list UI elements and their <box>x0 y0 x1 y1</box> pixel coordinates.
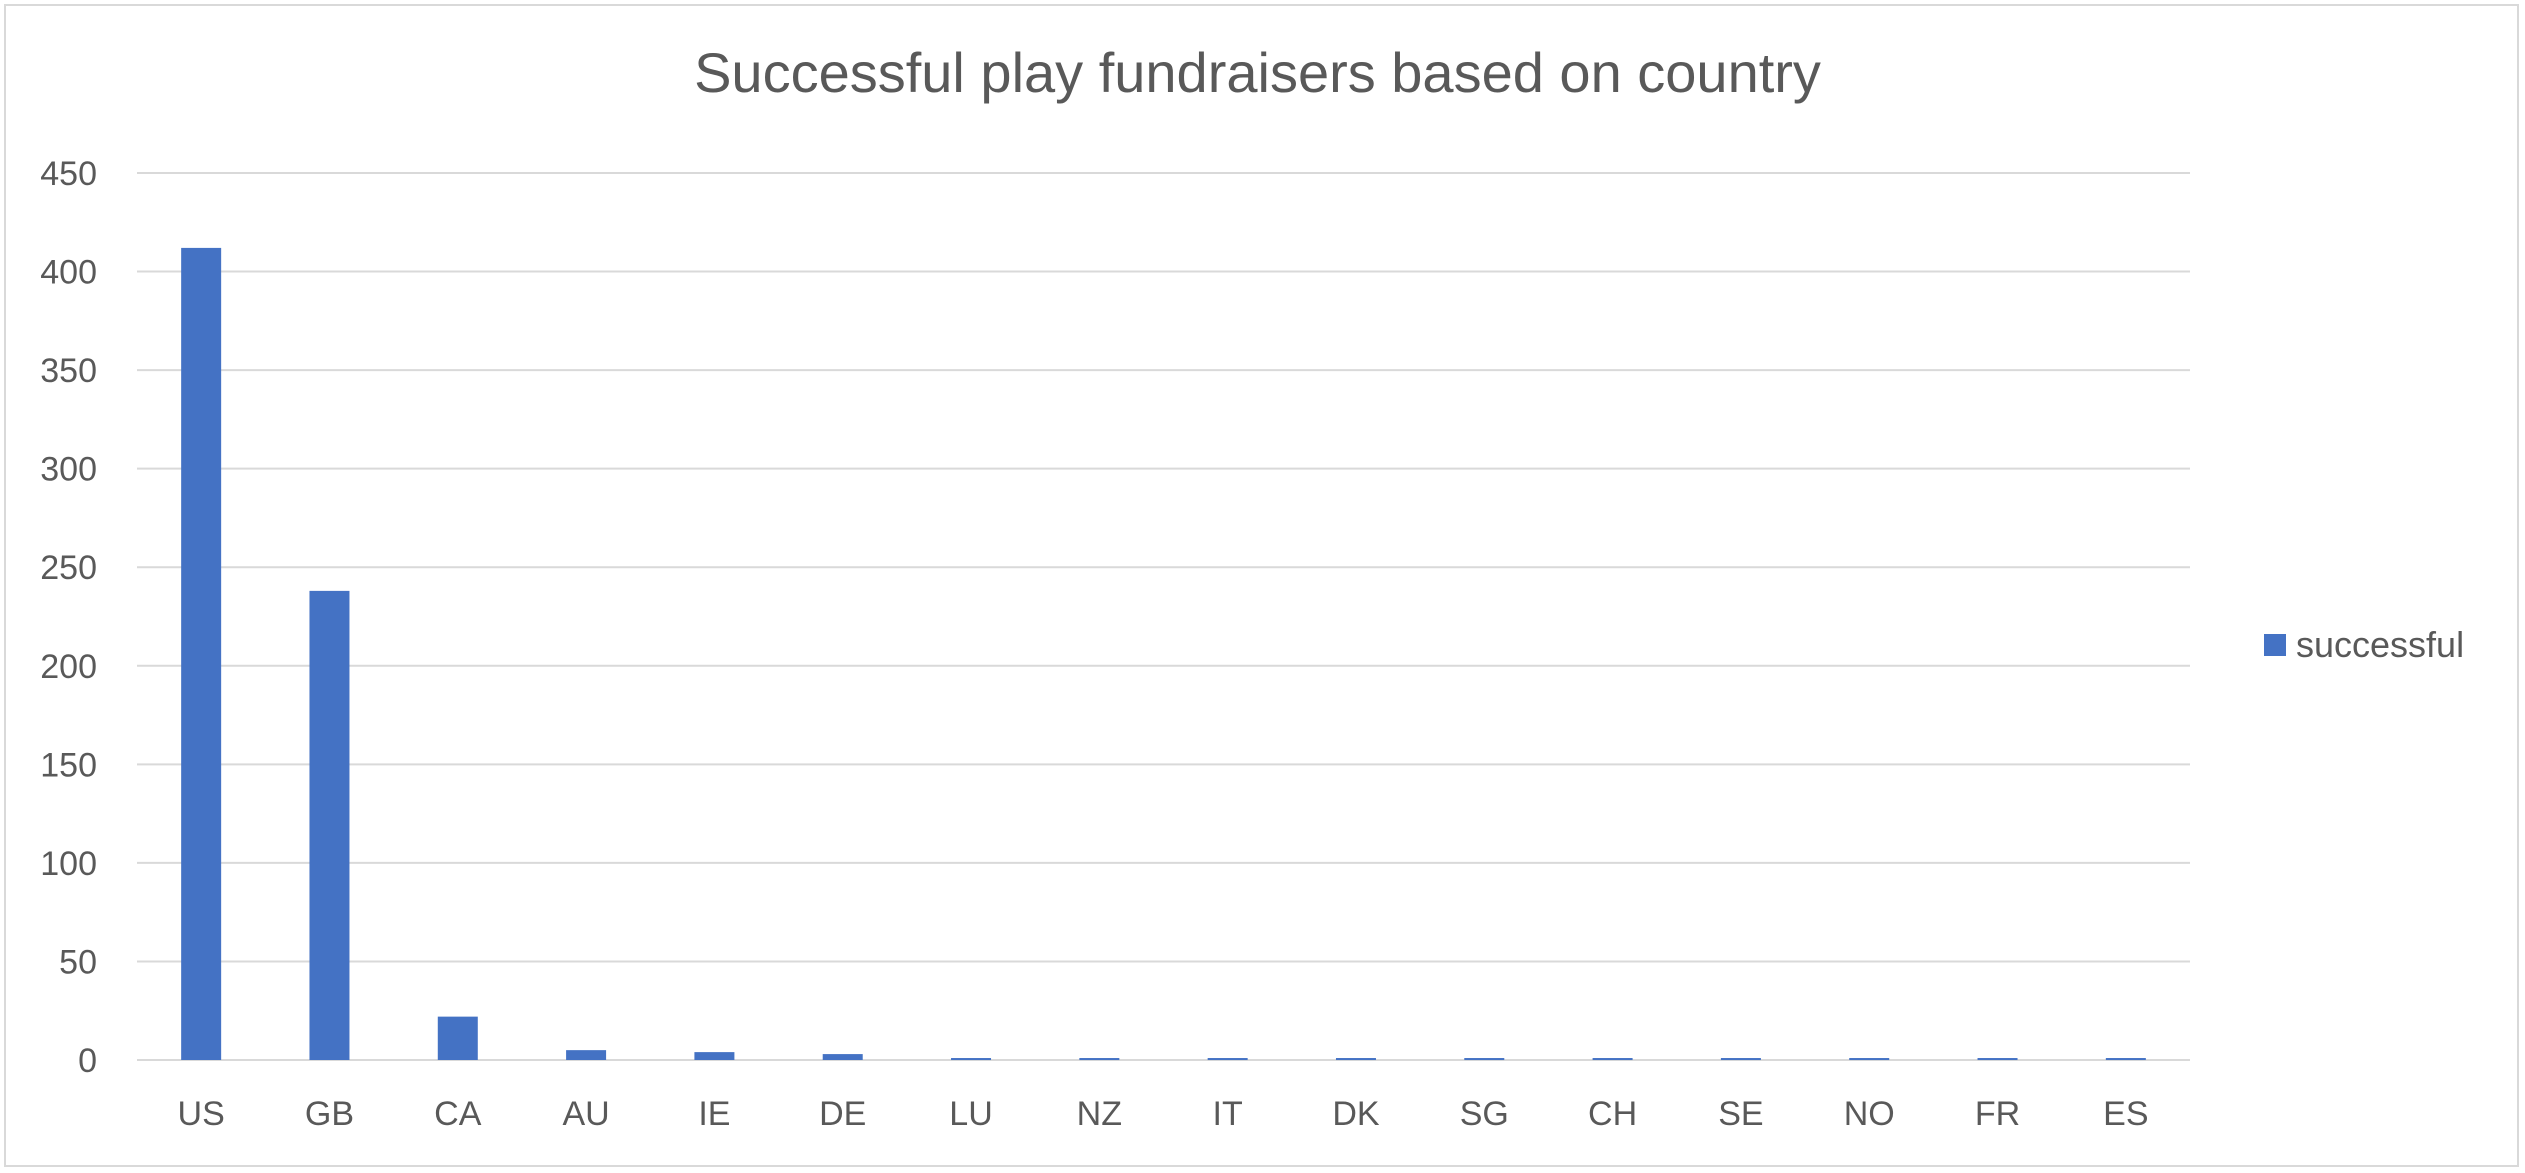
y-tick-label: 50 <box>59 943 97 981</box>
y-tick-label: 0 <box>78 1042 97 1080</box>
x-tick-label: ES <box>2103 1095 2148 1133</box>
x-tick-label: LU <box>949 1095 992 1133</box>
bar-it <box>1207 1058 1248 1061</box>
y-tick-label: 300 <box>40 451 97 489</box>
chart-title: Successful play fundraisers based on cou… <box>694 41 1821 104</box>
bar-nz <box>1079 1058 1120 1061</box>
bar-de <box>822 1054 863 1060</box>
bar-ie <box>694 1052 735 1060</box>
bar-se <box>1720 1058 1761 1061</box>
gridlines <box>137 172 2190 1061</box>
bars <box>181 247 2146 1061</box>
x-tick-label: US <box>178 1095 225 1133</box>
bar-fr <box>1977 1058 2018 1061</box>
x-tick-label: CA <box>434 1095 482 1133</box>
legend-swatch <box>2264 634 2286 656</box>
x-tick-label: NO <box>1844 1095 1895 1133</box>
y-axis-tick-labels: 0 50 100 150 200 250 300 350 400 450 <box>40 155 97 1080</box>
x-axis-tick-labels: US GB CA AU IE DE LU NZ IT DK SG CH SE NO FR ES <box>178 1095 2149 1133</box>
x-tick-label: DE <box>819 1095 866 1133</box>
y-tick-label: 150 <box>40 746 97 784</box>
y-tick-label: 250 <box>40 549 97 587</box>
bar-au <box>566 1050 607 1060</box>
x-tick-label: GB <box>305 1095 354 1133</box>
y-tick-label: 450 <box>40 155 97 193</box>
bar-dk <box>1335 1058 1376 1061</box>
y-tick-label: 350 <box>40 352 97 390</box>
x-tick-label: DK <box>1332 1095 1380 1133</box>
x-tick-label: SG <box>1460 1095 1509 1133</box>
bar-gb <box>309 590 350 1060</box>
bar-us <box>181 247 222 1060</box>
y-tick-label: 100 <box>40 845 97 883</box>
x-tick-label: SE <box>1718 1095 1763 1133</box>
chart-frame <box>4 4 2519 1167</box>
x-tick-label: FR <box>1975 1095 2020 1133</box>
bar-sg <box>1464 1058 1505 1061</box>
bar-ch <box>1592 1058 1633 1061</box>
bar-lu <box>951 1058 992 1061</box>
bar-es <box>2105 1058 2146 1061</box>
x-tick-label: IE <box>698 1095 730 1133</box>
x-tick-label: CH <box>1588 1095 1637 1133</box>
legend: successful <box>2264 624 2464 666</box>
y-tick-label: 400 <box>40 254 97 292</box>
x-tick-label: NZ <box>1077 1095 1122 1133</box>
bar-no <box>1849 1058 1890 1061</box>
x-tick-label: AU <box>562 1095 609 1133</box>
x-tick-label: IT <box>1213 1095 1243 1133</box>
y-tick-label: 200 <box>40 648 97 686</box>
legend-label: successful <box>2296 624 2465 665</box>
bar-ca <box>437 1016 478 1060</box>
